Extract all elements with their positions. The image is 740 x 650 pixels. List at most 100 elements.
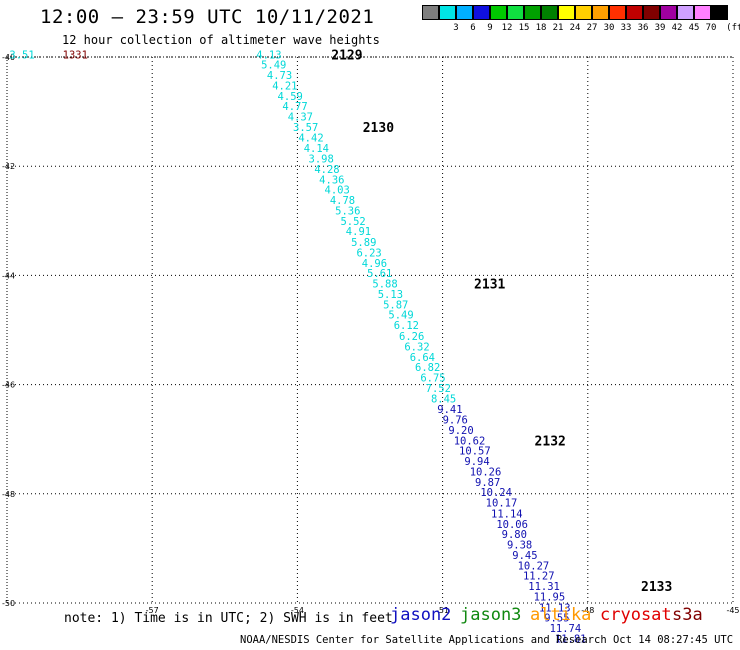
legend-swatch: [575, 5, 592, 20]
legend-swatch: [558, 5, 575, 20]
footnote: note: 1) Time is in UTC; 2) SWH is in fe…: [64, 611, 393, 626]
legend-label: 27: [586, 23, 598, 33]
lon-tick-label: -54: [291, 606, 304, 615]
wave-height-value: 10.24: [480, 487, 512, 499]
wave-height-value: 5.49: [388, 310, 413, 322]
wave-height-value: 5.61: [367, 268, 392, 280]
wave-height-value: 4.59: [278, 91, 303, 103]
legend-label: 15: [518, 23, 530, 33]
legend-label: 12: [501, 23, 513, 33]
legend-swatch: [626, 5, 643, 20]
wave-height-value: 6.75: [420, 373, 445, 385]
legend-unit: (ft): [726, 23, 740, 33]
satellite-legend-s3a: s3a: [672, 605, 703, 625]
legend-swatch: [490, 5, 507, 20]
legend-label: 30: [603, 23, 615, 33]
lon-tick-label: -48: [581, 606, 594, 615]
lon-tick-label: -51: [436, 606, 449, 615]
legend-label: 39: [654, 23, 666, 33]
legend-swatch: [592, 5, 609, 20]
lat-tick-label: -48: [2, 490, 15, 499]
wave-height-value: 9.55: [544, 613, 569, 625]
lon-tick-label: -45: [726, 606, 739, 615]
wave-height-value: 11.74: [550, 623, 582, 635]
legend-swatch: [473, 5, 490, 20]
wave-height-value: 4.77: [282, 101, 307, 113]
wave-height-value: 5.88: [372, 279, 397, 291]
legend-swatch: [694, 5, 711, 20]
lat-tick-label: -44: [2, 271, 15, 280]
legend-swatch: [439, 5, 456, 20]
wave-height-value: 5.13: [378, 289, 403, 301]
pass-number-label: 2131: [474, 278, 505, 293]
lon-tick-label: -57: [146, 606, 159, 615]
legend-swatch: [507, 5, 524, 20]
wave-height-value: 4.91: [346, 226, 371, 238]
legend-label: 70: [705, 23, 717, 33]
legend-label: 6: [470, 23, 476, 33]
wave-height-value: 4.73: [267, 70, 292, 82]
wave-height-value: 11.95: [534, 591, 566, 603]
wave-height-value: 4.03: [325, 185, 350, 197]
wave-height-value: 4.96: [362, 258, 387, 270]
legend-label: 33: [620, 23, 632, 33]
wave-height-value: 9.41: [437, 404, 462, 416]
pass-number-label: 2129: [331, 48, 362, 63]
satellite-legend-cryosat: cryosat: [600, 605, 672, 625]
satellite-legend-altika: altika: [530, 605, 592, 625]
wave-height-value: 11.27: [523, 571, 555, 583]
wave-height-value: 9.45: [512, 550, 537, 562]
wave-height-value: 4.78: [330, 195, 355, 207]
lat-tick-label: -46: [2, 381, 15, 390]
wave-height-value: 5.87: [383, 299, 408, 311]
wave-height-value: 6.26: [399, 331, 424, 343]
wave-height-value: 4.21: [272, 80, 297, 92]
wave-height-value: 6.82: [415, 362, 440, 374]
wave-height-value: 4.13: [256, 49, 281, 61]
legend-swatch: [677, 5, 694, 20]
wave-height-value: 7.52: [426, 383, 451, 395]
wave-height-value: 9.38: [507, 540, 532, 552]
wave-height-value: 4.36: [319, 174, 344, 186]
wave-height-value: 3.98: [309, 154, 334, 166]
legend-label: 9: [487, 23, 493, 33]
wave-height-value: 6.23: [356, 247, 381, 259]
wave-height-value: 8.45: [431, 393, 456, 405]
pass-number-label: 2132: [535, 434, 566, 449]
wave-height-value: 5.36: [335, 205, 360, 217]
wave-height-value: 5.89: [351, 237, 376, 249]
wave-height-value: 11.14: [491, 508, 523, 520]
legend-label: 24: [569, 23, 581, 33]
legend-swatch: [711, 5, 728, 20]
map-subtitle: 12 hour collection of altimeter wave hei…: [62, 33, 380, 47]
legend-swatch: [643, 5, 660, 20]
wave-height-value: 9.87: [475, 477, 500, 489]
legend-swatch: [609, 5, 626, 20]
wave-height-value: 11.31: [528, 581, 560, 593]
wave-height-value: 4.42: [298, 132, 323, 144]
lat-tick-label: -50: [2, 599, 15, 608]
legend-swatch: [541, 5, 558, 20]
wave-height-value: 5.52: [340, 216, 365, 228]
wave-height-value: 10.57: [459, 446, 491, 458]
wave-height-value: 6.32: [404, 341, 429, 353]
pass-number-label: 2133: [641, 580, 672, 595]
wave-height-value: 9.20: [448, 425, 473, 437]
legend-label: 45: [688, 23, 700, 33]
wave-height-value: 3.51: [9, 49, 34, 61]
lat-tick-label: -40: [2, 53, 15, 62]
wave-height-value: 5.49: [261, 60, 286, 72]
legend-swatch: [660, 5, 677, 20]
satellite-legend-jason3: jason3: [460, 605, 522, 625]
wave-height-value: 9.76: [443, 415, 468, 427]
wave-height-value: 9.80: [502, 529, 527, 541]
wave-height-value: 10.62: [454, 435, 486, 447]
map-title: 12:00 – 23:59 UTC 10/11/2021: [40, 6, 375, 28]
legend-label: 42: [671, 23, 683, 33]
wave-height-value: 4.28: [314, 164, 339, 176]
wave-height-value: 6.64: [410, 352, 435, 364]
satellite-legend-jason2: jason2: [390, 605, 452, 625]
legend-label: 21: [552, 23, 564, 33]
legend-swatch: [456, 5, 473, 20]
